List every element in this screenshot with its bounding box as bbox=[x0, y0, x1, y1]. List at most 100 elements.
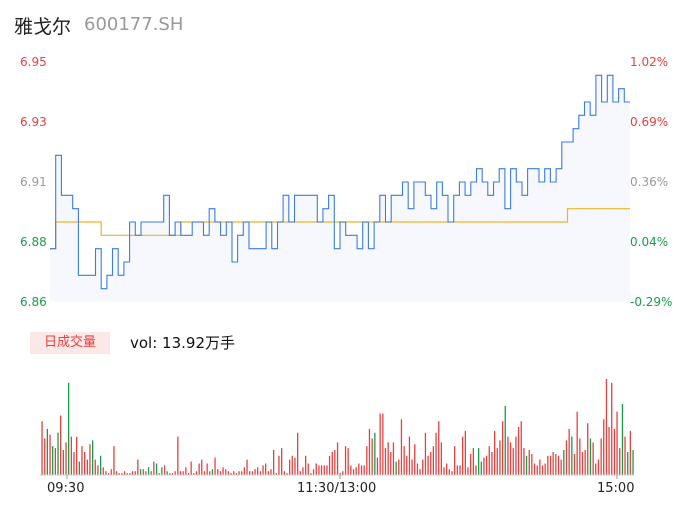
volume-bar bbox=[310, 473, 312, 475]
volume-bar bbox=[100, 455, 102, 475]
volume-bar bbox=[451, 471, 453, 475]
volume-bar bbox=[49, 434, 51, 475]
volume-bar bbox=[297, 432, 299, 475]
volume-bar bbox=[145, 471, 147, 475]
volume-bar bbox=[573, 453, 576, 475]
volume-bar bbox=[547, 455, 549, 475]
volume-bar bbox=[424, 432, 427, 475]
volume-bar bbox=[499, 440, 501, 475]
pct-axis-label: 0.04% bbox=[630, 235, 669, 249]
volume-bar bbox=[504, 405, 506, 475]
volume-bar bbox=[613, 428, 616, 475]
volume-bar bbox=[605, 379, 608, 475]
volume-bar bbox=[201, 459, 203, 475]
volume-bar bbox=[520, 421, 522, 475]
time-label-midday: 11:30/13:00 bbox=[297, 481, 377, 496]
volume-bar bbox=[462, 436, 464, 475]
volume-bar bbox=[502, 421, 504, 475]
pct-axis-label: 0.36% bbox=[630, 175, 669, 189]
volume-bar bbox=[169, 473, 171, 475]
volume-bar bbox=[438, 421, 440, 475]
volume-bar bbox=[382, 413, 384, 475]
pct-axis-label: 1.02% bbox=[630, 55, 669, 69]
volume-bar bbox=[435, 432, 437, 475]
volume-bar bbox=[320, 465, 323, 475]
volume-bar bbox=[549, 455, 552, 475]
volume-bar bbox=[147, 467, 150, 475]
volume-bar bbox=[182, 471, 184, 475]
volume-bar bbox=[115, 471, 118, 475]
volume-bar bbox=[118, 473, 120, 475]
volume-tag: 日成交量 bbox=[30, 332, 110, 354]
volume-bar bbox=[390, 452, 392, 475]
volume-bar bbox=[459, 465, 461, 475]
volume-bar bbox=[251, 471, 253, 475]
volume-bar bbox=[225, 469, 227, 475]
volume-bar bbox=[195, 471, 198, 475]
volume-bar bbox=[76, 436, 78, 475]
volume-bar bbox=[123, 471, 126, 475]
volume-bar bbox=[312, 469, 315, 475]
volume-bar bbox=[443, 467, 445, 475]
volume-bar bbox=[131, 471, 134, 475]
volume-bar bbox=[531, 453, 533, 475]
volume-bar bbox=[342, 471, 344, 475]
volume-bar bbox=[81, 446, 83, 475]
volume-bar bbox=[350, 465, 352, 475]
volume-bar bbox=[619, 448, 621, 475]
volume-bar bbox=[46, 428, 48, 475]
volume-bar bbox=[339, 473, 341, 475]
volume-bar bbox=[190, 461, 192, 475]
volume-bar bbox=[262, 465, 264, 475]
volume-bar bbox=[536, 465, 538, 475]
volume-bar bbox=[406, 455, 408, 475]
volume-bar bbox=[270, 469, 272, 475]
volume-bar bbox=[65, 442, 67, 475]
volume-bar bbox=[198, 463, 200, 475]
volume-bar bbox=[624, 436, 626, 475]
volume-bar bbox=[456, 465, 458, 475]
volume-bar bbox=[278, 455, 280, 475]
volume-bar bbox=[68, 382, 70, 475]
volume-bar bbox=[347, 448, 349, 475]
price-axis-label: 6.91 bbox=[20, 175, 47, 189]
volume-bar bbox=[568, 428, 570, 475]
volume-bar bbox=[305, 455, 307, 475]
volume-bar bbox=[352, 469, 355, 475]
volume-bar bbox=[219, 471, 222, 475]
volume-bar bbox=[608, 427, 610, 475]
volume-bar bbox=[488, 446, 490, 475]
volume-bar bbox=[414, 444, 416, 475]
volume-bar bbox=[419, 469, 421, 475]
volume-bar bbox=[621, 404, 624, 475]
volume-bar bbox=[411, 459, 413, 475]
volume-bar bbox=[78, 461, 80, 475]
volume-bar bbox=[627, 452, 629, 475]
volume-bar bbox=[475, 465, 477, 475]
volume-bar bbox=[254, 469, 256, 475]
volume-bar bbox=[113, 446, 115, 475]
volume-bar bbox=[137, 459, 139, 475]
volume-bar bbox=[432, 446, 434, 475]
volume-bar bbox=[472, 448, 474, 475]
volume-bar bbox=[555, 453, 557, 475]
price-axis-label: 6.86 bbox=[20, 295, 47, 309]
volume-bar bbox=[102, 467, 104, 475]
volume-bar bbox=[171, 473, 174, 475]
time-label-open: 09:30 bbox=[47, 481, 85, 496]
volume-bar bbox=[265, 463, 267, 475]
volume-total: vol: 13.92万手 bbox=[130, 334, 235, 352]
volume-bars bbox=[41, 379, 634, 475]
volume-bar bbox=[302, 467, 304, 475]
volume-bar bbox=[331, 452, 333, 475]
volume-bar bbox=[70, 436, 72, 475]
volume-bar bbox=[632, 450, 634, 475]
volume-bar bbox=[597, 459, 600, 475]
volume-bar bbox=[281, 448, 283, 475]
volume-bar bbox=[328, 455, 331, 475]
volume-bar bbox=[211, 469, 214, 475]
volume-bar bbox=[366, 446, 368, 475]
volume-bar bbox=[557, 455, 560, 475]
volume-bar bbox=[243, 467, 245, 475]
